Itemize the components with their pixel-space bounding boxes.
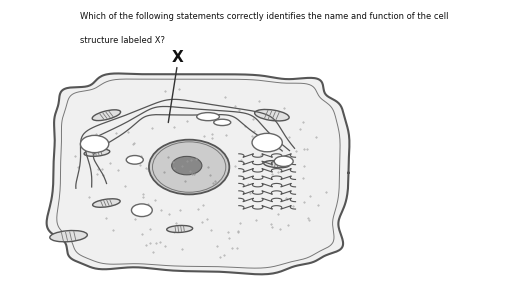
Ellipse shape bbox=[172, 156, 202, 175]
Ellipse shape bbox=[274, 156, 293, 166]
Ellipse shape bbox=[92, 110, 121, 121]
Text: Which of the following statements correctly identifies the name and function of : Which of the following statements correc… bbox=[80, 12, 449, 20]
Ellipse shape bbox=[167, 226, 193, 232]
Text: X: X bbox=[172, 50, 183, 65]
Ellipse shape bbox=[132, 204, 152, 217]
Text: structure labeled X?: structure labeled X? bbox=[80, 36, 165, 45]
Polygon shape bbox=[47, 73, 349, 274]
Ellipse shape bbox=[126, 156, 143, 164]
Ellipse shape bbox=[80, 135, 109, 153]
Ellipse shape bbox=[149, 140, 229, 194]
Ellipse shape bbox=[84, 149, 110, 156]
Ellipse shape bbox=[252, 133, 282, 152]
Ellipse shape bbox=[264, 161, 289, 168]
Ellipse shape bbox=[93, 199, 120, 207]
Ellipse shape bbox=[254, 109, 289, 121]
Ellipse shape bbox=[197, 113, 220, 121]
Ellipse shape bbox=[214, 119, 231, 126]
Ellipse shape bbox=[50, 230, 88, 242]
